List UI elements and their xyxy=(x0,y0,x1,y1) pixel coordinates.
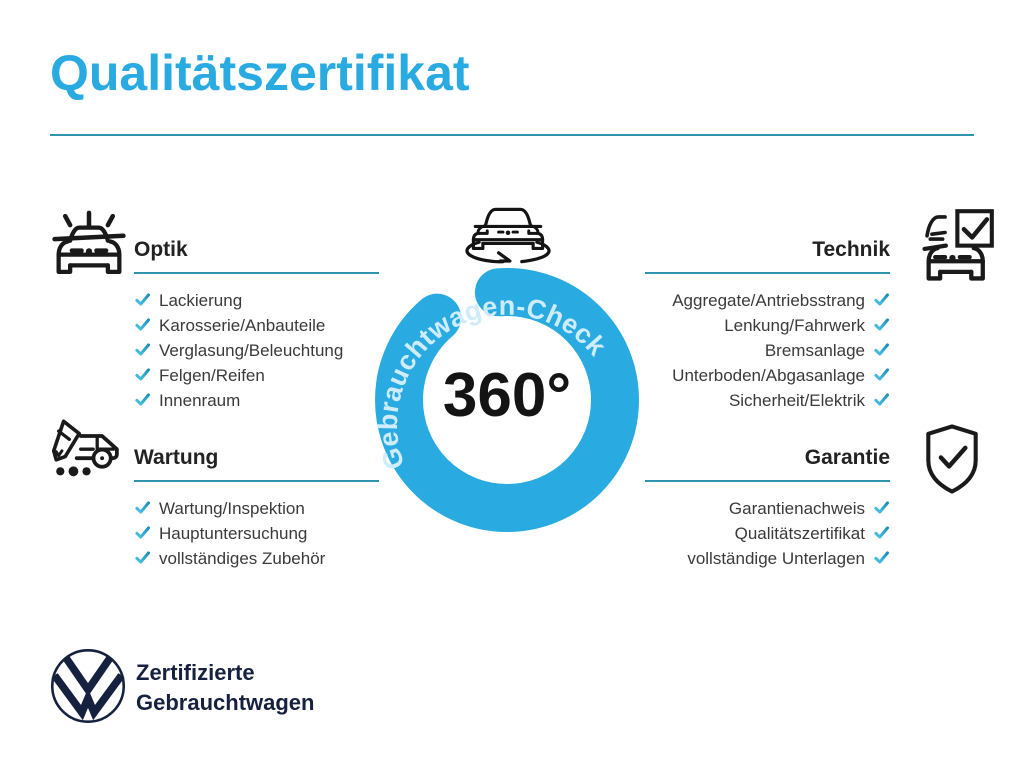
svg-text:360°: 360° xyxy=(443,361,571,430)
